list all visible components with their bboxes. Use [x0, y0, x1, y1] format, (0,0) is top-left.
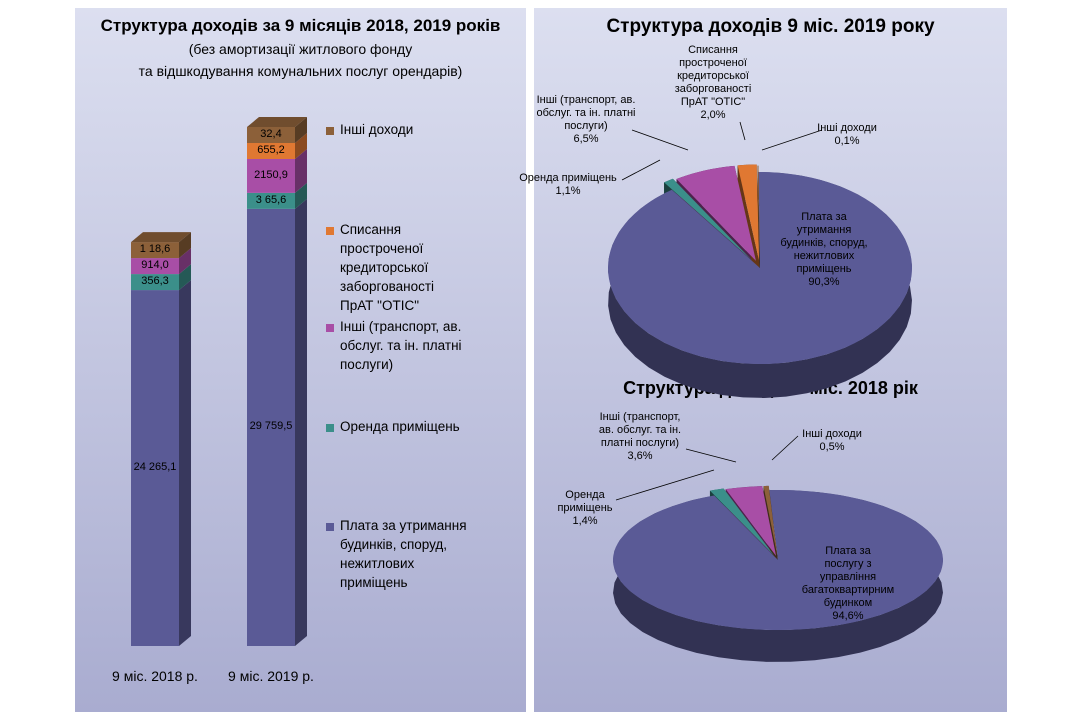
pie-2018-label-1-0: Оренда	[565, 489, 605, 501]
legend-label-3-4: ПрАТ "ОТІС"	[340, 298, 419, 313]
pie-2019-label-2-3: 6,5%	[573, 133, 599, 145]
pie-2018-label-3-0: Інші доходи	[802, 428, 862, 440]
pie-2018-label-2-3: 3,6%	[627, 450, 653, 462]
bar-chart-title: Структура доходів за 9 місяців 2018, 201…	[100, 16, 501, 35]
pie-2018-label-0-0: Плата за	[825, 545, 871, 557]
bar-value-label-0-0: 24 265,1	[133, 461, 177, 474]
pie-2019-label-2-2: послуги)	[564, 120, 608, 132]
legend-label-4-0: Інші доходи	[340, 122, 414, 137]
legend-label-0-1: будинків, споруд,	[340, 537, 448, 552]
legend-swatch-0	[326, 523, 334, 531]
legend-swatch-4	[326, 127, 334, 135]
pie-2019-label-3-2: кредиторської	[677, 70, 749, 82]
legend-label-0-3: приміщень	[340, 575, 408, 590]
pie-2018-label-2-1: ав. обслуг. та ін.	[598, 424, 682, 436]
pie-2019-label-4-0: Інші доходи	[817, 122, 877, 134]
legend-label-3-2: кредиторської	[340, 260, 429, 275]
pie-2018-label-0-3: багатоквартирним	[801, 584, 895, 596]
bar-value-label-1-3: 655,2	[257, 144, 285, 156]
bar-chart-subtitle-line2: та відшкодування комунальних послуг орен…	[138, 63, 463, 79]
pie-2019-title: Структура доходів 9 міс. 2019 року	[606, 16, 935, 37]
pie-2019-label-0-3: нежитлових	[793, 250, 855, 262]
legend-label-3-3: заборгованості	[340, 279, 435, 294]
bar-category-label-0: 9 міс. 2018 р.	[112, 668, 198, 684]
bar-value-label-1-2: 2150,9	[254, 168, 288, 181]
legend-swatch-3	[326, 227, 334, 235]
pie-2018-label-0-2: управління	[819, 571, 877, 583]
bar-value-label-0-1: 356,3	[141, 275, 169, 288]
pie-2019-label-3-0: Списання	[688, 44, 738, 56]
legend-label-0-0: Плата за утримання	[340, 518, 467, 533]
legend-label-1-0: Оренда приміщень	[340, 419, 460, 434]
pie-2019-label-3-5: 2,0%	[700, 109, 726, 121]
bar-value-label-0-2: 914,0	[141, 259, 169, 272]
legend-label-2-0: Інші (транспорт, ав.	[340, 319, 462, 334]
bar-value-label-0-4: 1 18,6	[139, 243, 171, 256]
pie-2019-label-0-4: приміщень	[796, 263, 852, 275]
bar-category-label-1: 9 міс. 2019 р.	[228, 668, 314, 684]
bar-value-label-1-1: 3 65,6	[255, 193, 287, 206]
left-panel-bg	[75, 8, 526, 712]
pie-2019-label-3-4: ПрАТ "ОТІС"	[680, 96, 746, 108]
legend-swatch-2	[326, 324, 334, 332]
pie-2019-label-1-1: 1,1%	[555, 185, 581, 197]
pie-2018-label-1-2: 1,4%	[572, 515, 598, 527]
bar-value-label-1-4: 32,4	[260, 128, 282, 140]
pie-2018-label-2-0: Інші (транспорт,	[599, 411, 681, 423]
pie-2019-label-0-0: Плата за	[801, 211, 847, 223]
pie-2019-label-2-1: обслуг. та ін. платні	[536, 107, 636, 119]
legend-label-3-1: простроченої	[340, 241, 424, 256]
pie-2018-label-0-4: будинком	[823, 597, 873, 609]
pie-2019-label-0-1: утримання	[796, 224, 852, 236]
pie-2018-label-0-1: послугу з	[824, 558, 872, 570]
pie-2019-label-1-0: Оренда приміщень	[519, 172, 617, 184]
pie-2019-label-4-1: 0,1%	[834, 135, 860, 147]
pie-2018-label-0-5: 94,6%	[832, 610, 864, 622]
pie-2019-label-3-3: заборгованості	[674, 83, 752, 95]
bar-chart-subtitle-line1: (без амортизації житлового фонду	[188, 41, 413, 57]
legend-label-3-0: Списання	[340, 222, 402, 237]
bar-value-label-1-0: 29 759,5	[249, 420, 293, 433]
pie-2018-label-2-2: платні послуги)	[600, 437, 680, 449]
pie-2019-label-2-0: Інші (транспорт, ав.	[536, 94, 636, 106]
pie-2019-label-0-5: 90,3%	[808, 276, 840, 288]
legend-label-2-1: обслуг. та ін. платні	[340, 338, 462, 353]
legend-label-0-2: нежитлових	[340, 556, 415, 571]
pie-2018-label-1-1: приміщень	[557, 502, 613, 514]
pie-2018-title: Структура доходів 9 міс. 2018 рік	[623, 378, 918, 398]
legend-label-2-2: послуги)	[340, 357, 394, 372]
pie-2019-label-0-2: будинків, споруд,	[780, 237, 868, 249]
pie-2018-label-3-1: 0,5%	[819, 441, 845, 453]
legend-swatch-1	[326, 424, 334, 432]
pie-2019-label-3-1: простроченої	[679, 57, 747, 69]
